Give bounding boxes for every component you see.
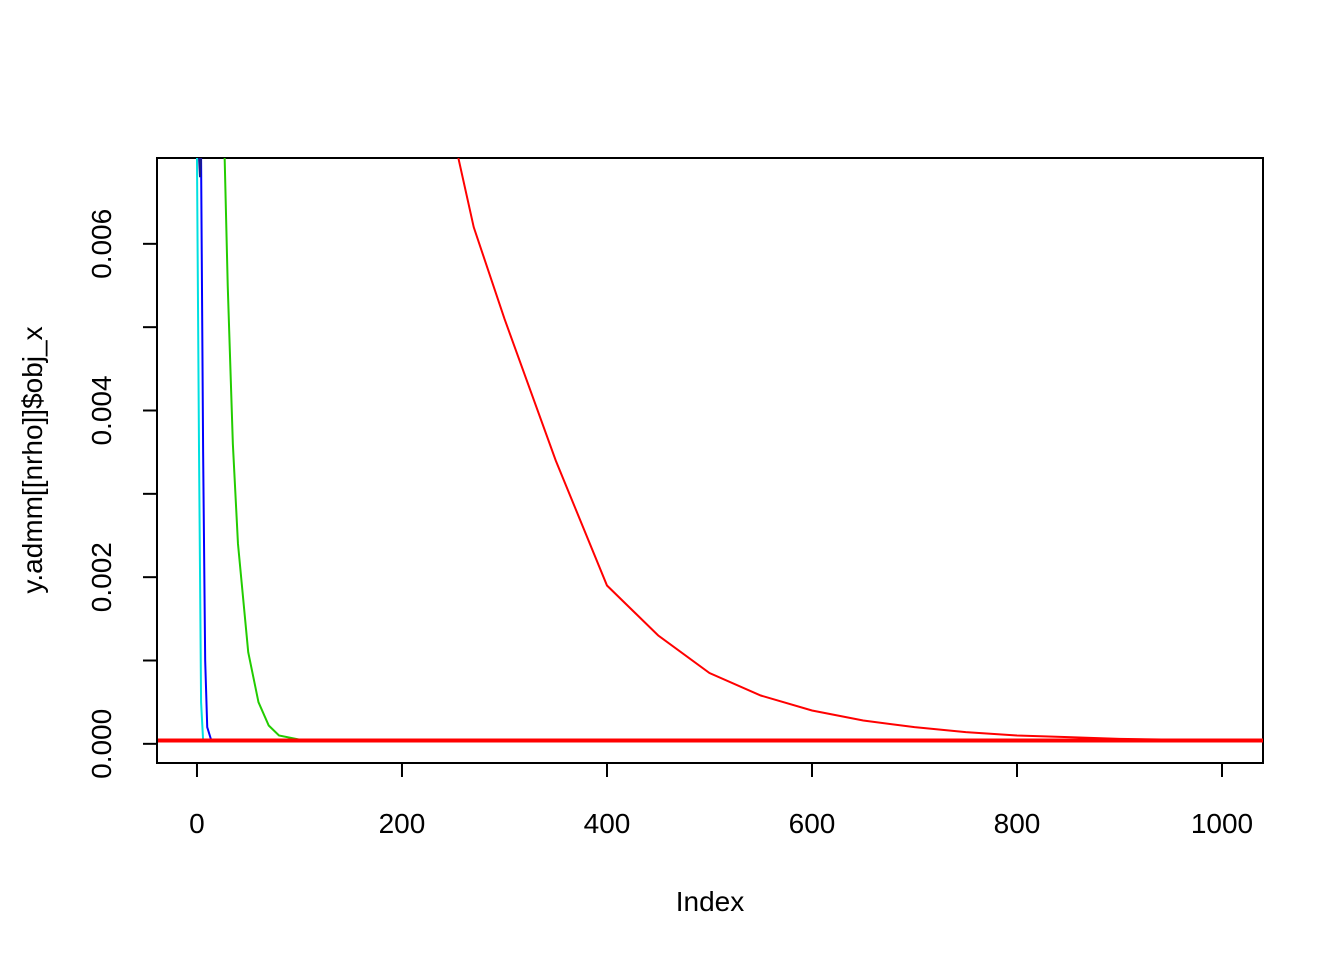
- series-line: [198, 158, 203, 178]
- x-tick-label: 600: [789, 808, 836, 839]
- series-line: [200, 158, 213, 741]
- y-tick-label: 0.004: [86, 375, 117, 445]
- series-line: [223, 158, 310, 742]
- x-tick-label: 0: [189, 808, 205, 839]
- y-axis-title: y.admm[[nrho]]$obj_x: [17, 326, 48, 593]
- series-line: [195, 158, 205, 741]
- x-tick-label: 200: [379, 808, 426, 839]
- x-tick-label: 400: [584, 808, 631, 839]
- y-tick-label: 0.006: [86, 209, 117, 279]
- plot-area: [157, 158, 1263, 743]
- series-line: [457, 158, 1263, 742]
- y-tick-label: 0.002: [86, 542, 117, 612]
- x-axis-title: Index: [676, 886, 745, 917]
- x-tick-label: 800: [994, 808, 1041, 839]
- y-tick-label: 0.000: [86, 709, 117, 779]
- x-tick-label: 1000: [1191, 808, 1253, 839]
